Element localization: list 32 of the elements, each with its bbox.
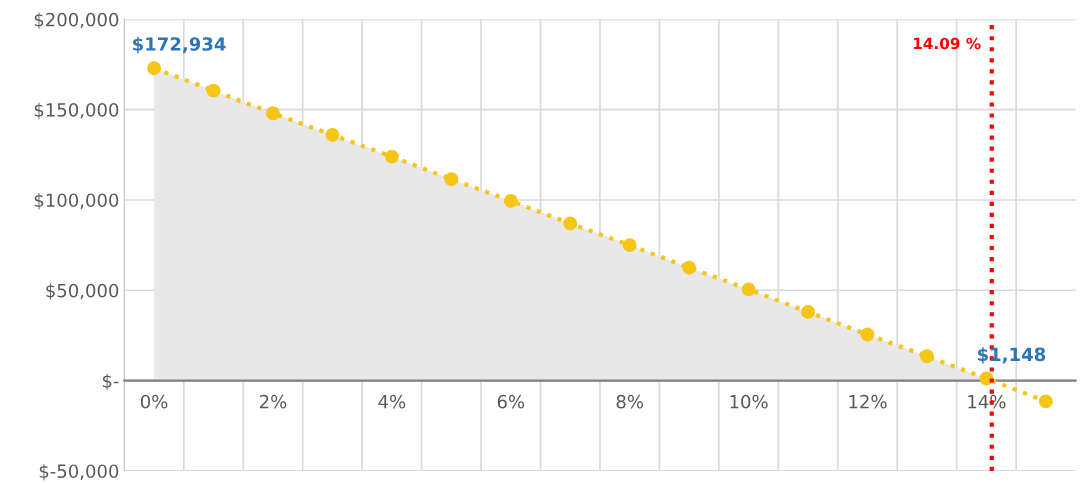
x-tick-label: 10% [730,394,768,409]
y-tick-label: $- [102,373,119,391]
ref-line-label: 14.09 % [913,37,981,50]
point [325,127,340,142]
y-tick-label: $150,000 [34,102,119,120]
x-tick-label: 14% [968,394,1006,409]
point [622,238,637,253]
x-tick-label: 2% [259,394,287,409]
x-tick-label: 6% [497,394,525,409]
y-tick-label: $100,000 [34,193,119,210]
point [860,327,875,342]
point [801,305,815,319]
point [741,282,756,297]
point [444,172,459,187]
point [147,61,161,76]
point [920,349,934,364]
x-tick-label: 12% [849,394,887,409]
point [563,216,578,231]
x-tick-label: 8% [616,394,644,409]
x-tick-label: 4% [378,394,406,409]
y-tick-label: $50,000 [46,283,119,300]
point [1038,394,1053,409]
point [503,193,518,208]
point [384,149,399,164]
data-label: $1,148 [977,347,1046,364]
point [682,260,697,275]
data-label: $172,934 [133,36,226,54]
x-tick-label: 0% [140,394,168,409]
point [206,83,221,98]
y-tick-label: $-50,000 [39,464,119,481]
point [266,106,280,121]
y-tick-label: $200,000 [34,12,119,29]
